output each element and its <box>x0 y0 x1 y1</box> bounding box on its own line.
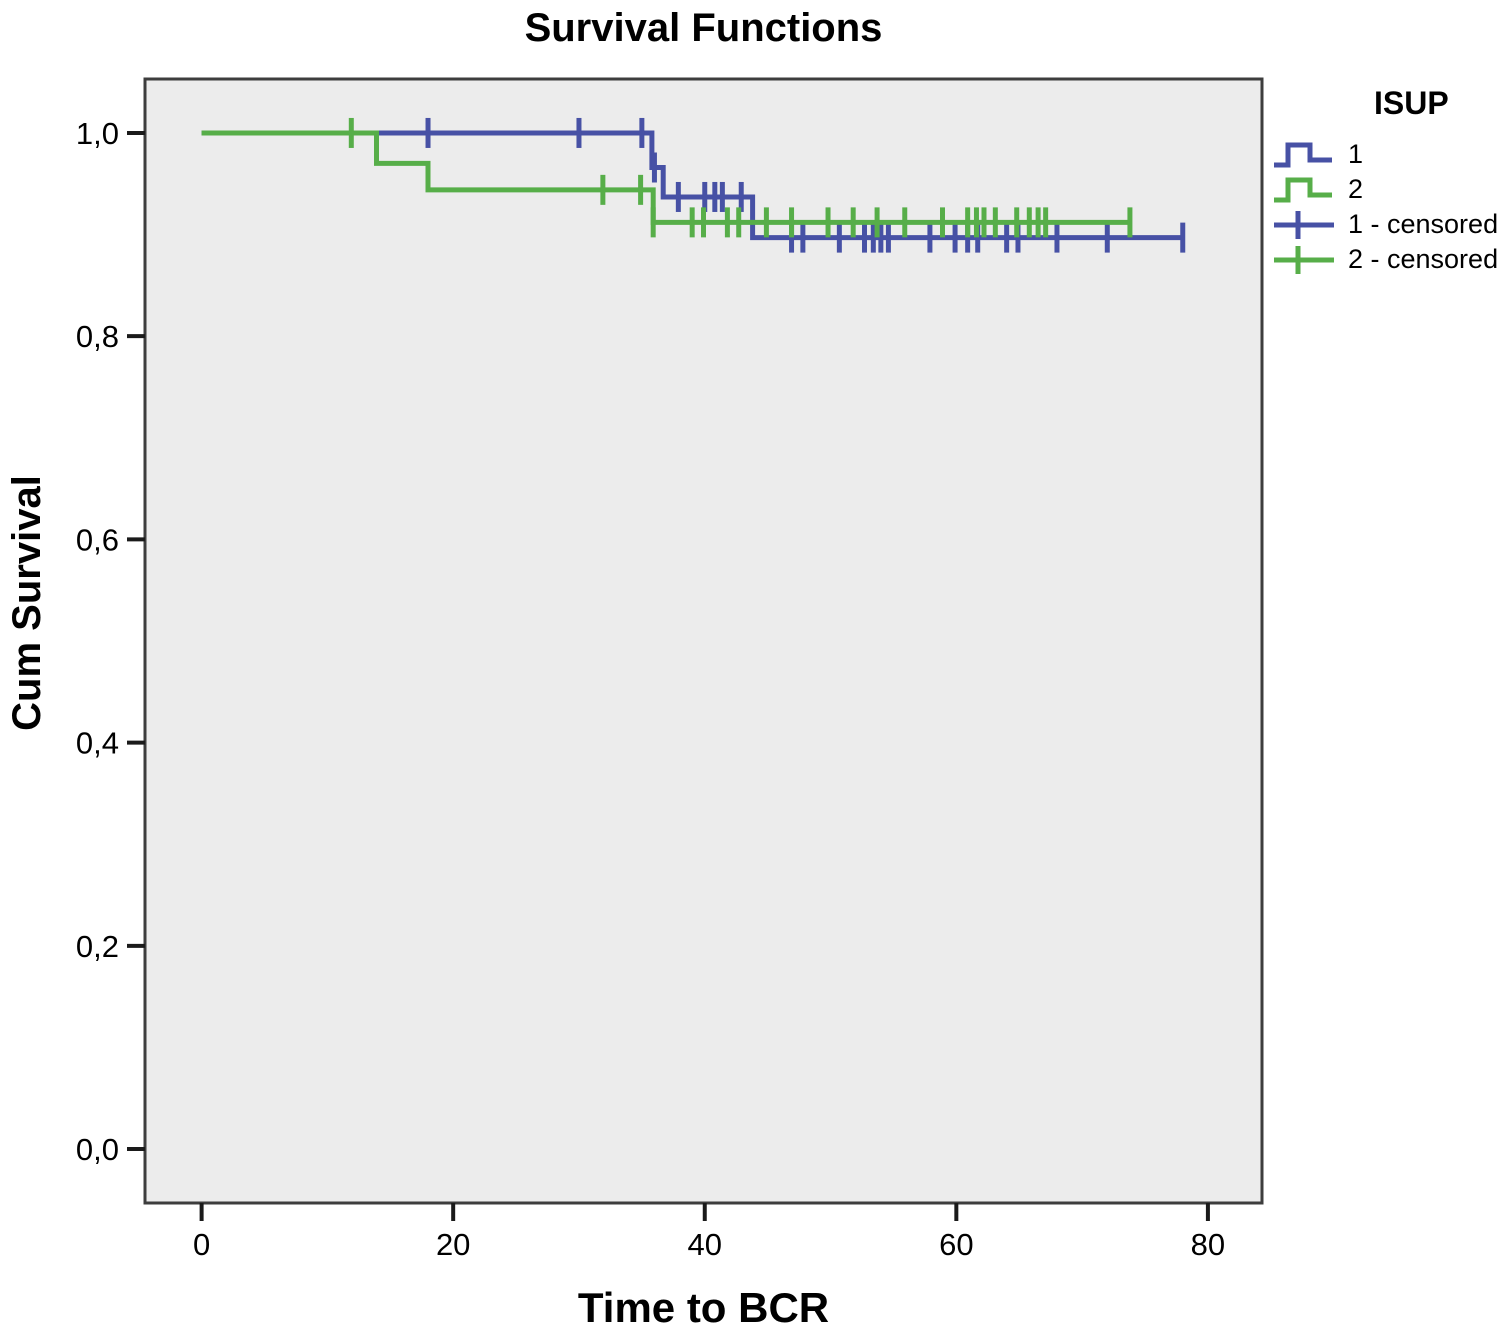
survival-curve-1 <box>201 130 1183 241</box>
y-tick-label: 0,8 <box>76 319 119 354</box>
y-tick-label: 0,2 <box>76 929 119 964</box>
legend-item-label: 2 - censored <box>1348 244 1499 274</box>
x-tick-label: 60 <box>939 1227 973 1262</box>
legend-item-2---censored: 2 - censored <box>1272 243 1508 276</box>
x-tick-label: 0 <box>193 1227 210 1262</box>
x-tick-label: 20 <box>436 1227 470 1262</box>
legend-items: 1 2 1 - censored 2 - censored <box>1272 138 1508 276</box>
y-tick-label: 0,0 <box>76 1132 119 1167</box>
legend: ISUP 1 2 1 - censored 2 - censored <box>1272 85 1508 276</box>
step-line-swatch-icon <box>1274 142 1332 167</box>
y-tick-label: 0,4 <box>76 726 119 761</box>
censor-plus-swatch-icon <box>1274 210 1334 239</box>
x-tick-label: 80 <box>1191 1227 1225 1262</box>
y-tick-label: 0,6 <box>76 522 119 557</box>
legend-title: ISUP <box>1374 85 1449 121</box>
legend-item-label: 2 <box>1348 174 1364 204</box>
x-axis-title: Time to BCR <box>577 1284 830 1331</box>
chart-title: Survival Functions <box>524 6 883 50</box>
plot-frame <box>143 77 1264 1205</box>
step-line-swatch-icon <box>1274 177 1332 202</box>
legend-item-1---censored: 1 - censored <box>1272 208 1508 241</box>
x-tick-label: 40 <box>688 1227 722 1262</box>
legend-item-label: 1 - censored <box>1348 209 1499 239</box>
legend-item-1: 1 <box>1272 138 1508 171</box>
legend-item-2: 2 <box>1272 173 1508 206</box>
censor-plus-swatch-icon <box>1274 245 1334 274</box>
y-tick-label: 1,0 <box>76 116 119 151</box>
legend-item-label: 1 <box>1348 139 1364 169</box>
